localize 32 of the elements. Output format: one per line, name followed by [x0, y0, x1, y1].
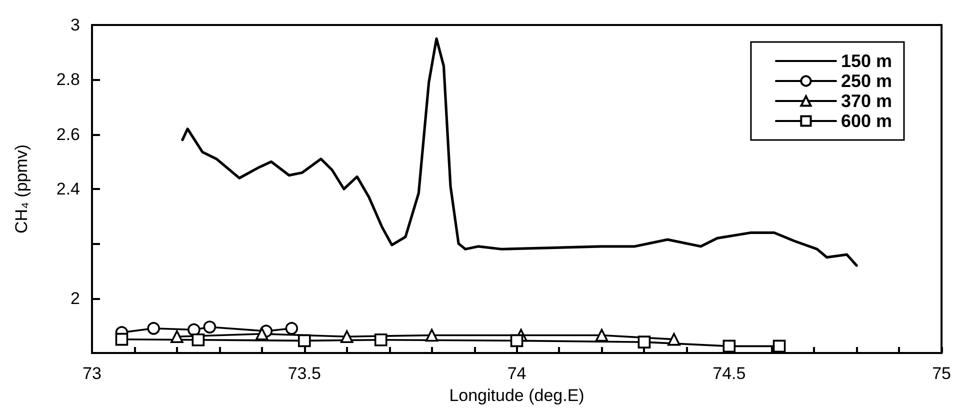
- x-tick-label: 74: [507, 364, 526, 383]
- point: [203, 320, 216, 334]
- legend-label: 150 m: [840, 51, 892, 71]
- point: [638, 336, 651, 348]
- point: [425, 328, 438, 342]
- y-tick-label: 2.8: [56, 70, 80, 90]
- point: [374, 333, 388, 346]
- point: [170, 330, 184, 343]
- legend-label: 600 m: [840, 111, 892, 131]
- point: [668, 332, 680, 346]
- point: [722, 340, 736, 353]
- y-tick-label: 2.4: [56, 180, 80, 198]
- legend-label: 250 m: [840, 71, 892, 91]
- x-tick-label: 73.5: [288, 364, 321, 383]
- x-tick-label: 75: [932, 364, 952, 383]
- x-tick-label: 74.5: [712, 364, 746, 383]
- x-axis-title: Longitude (deg.E): [449, 386, 584, 405]
- y-tick-label: 3: [70, 16, 80, 34]
- point: [595, 328, 608, 342]
- point: [510, 334, 524, 348]
- y-tick-label: 2: [70, 288, 80, 308]
- point: [147, 322, 160, 335]
- point: [115, 332, 128, 346]
- y-axis-title: CH₄ (ppmv): [12, 144, 31, 234]
- legend-label: 370 m: [840, 91, 892, 111]
- point: [772, 340, 786, 353]
- point: [192, 333, 205, 346]
- point: [285, 322, 298, 335]
- x-tick-label: 73: [82, 364, 102, 383]
- y-tick-label: 2.6: [56, 124, 80, 144]
- point: [298, 334, 311, 348]
- point: [340, 330, 354, 343]
